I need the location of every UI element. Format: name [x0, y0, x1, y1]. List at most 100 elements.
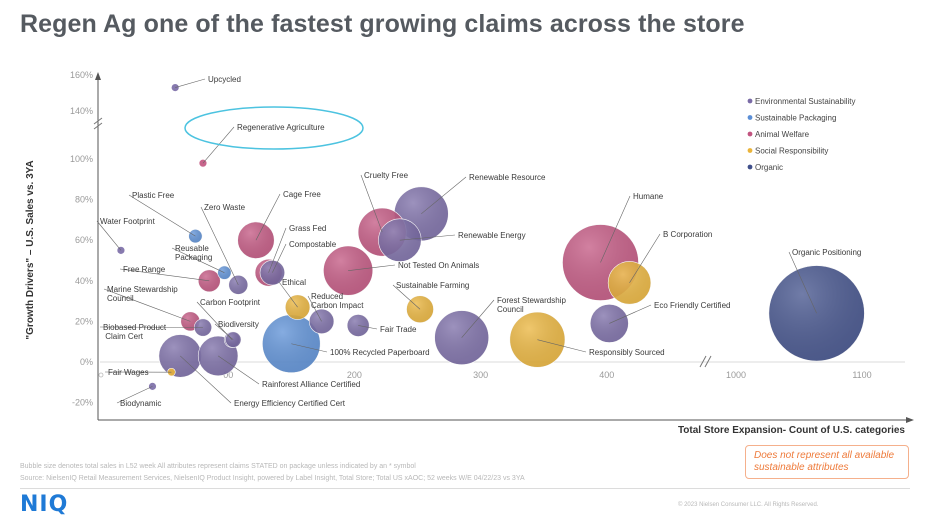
leader-line-renewable-energy	[399, 234, 456, 241]
y-tick-label: 140%	[70, 106, 93, 116]
leader-line-biodynamic	[116, 386, 153, 404]
point-label-plastic-free: Plastic Free	[132, 191, 175, 200]
x-axis-arrow	[906, 417, 914, 423]
leader-line-rainforest-alliance-certified	[217, 355, 260, 385]
y-tick-label: 40%	[75, 276, 93, 286]
y-tick-label: 0%	[80, 357, 93, 367]
point-label-reusable-packaging: Reusable Packaging	[175, 244, 212, 262]
x-tick-label: 1100	[852, 370, 871, 380]
leader-line-upcycled	[175, 78, 206, 88]
point-label-carbon-footprint: Carbon Footprint	[200, 298, 261, 307]
point-label-responsibly-sourced: Responsibly Sourced	[589, 348, 665, 357]
legend-swatch	[747, 148, 753, 153]
footnote-source: Source: NielsenIQ Retail Measurement Ser…	[20, 475, 525, 482]
y-tick-label: 20%	[75, 316, 93, 326]
x-axis-break	[699, 355, 712, 368]
point-label-regenerative-agriculture: Regenerative Agriculture	[237, 123, 325, 132]
origin-tick	[98, 372, 104, 378]
legend-swatch	[747, 131, 753, 137]
x-tick-label: 400	[599, 370, 614, 380]
point-label-organic-positioning: Organic Positioning	[792, 248, 861, 257]
disclaimer-note: Does not represent all available sustain…	[745, 445, 909, 479]
point-label-rainforest-alliance-certified: Rainforest Alliance Certified	[262, 380, 360, 389]
point-label-100-recycled-paperboard: 100% Recycled Paperboard	[330, 348, 430, 357]
x-tick-label: 200	[347, 370, 362, 380]
point-label-energy-efficiency-certified-cert: Energy Efficiency Certified Cert	[234, 399, 346, 408]
y-tick-label: -20%	[72, 398, 93, 408]
point-label-grass-fed: Grass Fed	[289, 224, 326, 233]
leader-line-free-range	[119, 268, 210, 282]
leader-line-forest-stewardship-council	[461, 299, 495, 338]
point-label-not-tested-on-animals: Not Tested On Animals	[398, 261, 479, 270]
y-axis-title: "Growth Drivers" – U.S. Sales vs. 3YA	[25, 160, 36, 339]
point-label-marine-stewardship-council: Marine Stewardship Council	[107, 285, 178, 303]
leader-line-grass-fed	[268, 227, 287, 273]
leader-line-renewable-resource	[421, 176, 467, 215]
leader-line-water-footprint	[96, 220, 122, 251]
leader-line-compostable	[272, 243, 287, 273]
point-label-renewable-resource: Renewable Resource	[469, 173, 546, 182]
point-label-biodiversity: Biodiversity	[218, 320, 259, 329]
bubble-shade	[225, 331, 242, 348]
legend-swatch	[747, 115, 753, 120]
leader-line-eco-friendly-certified	[609, 304, 652, 324]
leader-line-cruelty-free	[360, 174, 383, 233]
point-label-ethical: Ethical	[282, 278, 306, 287]
bubble-shade	[194, 318, 212, 337]
bubble-shade	[509, 312, 565, 368]
leader-line-sustainable-farming	[392, 284, 421, 310]
point-label-eco-friendly-certified: Eco Friendly Certified	[654, 301, 730, 310]
leader-line-reusable-packaging	[171, 247, 225, 273]
leader-line-100-recycled-paperboard	[291, 343, 328, 353]
leader-line-b-corporation	[629, 233, 661, 283]
leader-line-ethical	[278, 281, 298, 308]
point-label-sustainable-farming: Sustainable Farming	[396, 281, 469, 290]
legend-swatch	[747, 98, 753, 104]
point-label-compostable: Compostable	[289, 240, 337, 249]
point-label-humane: Humane	[633, 192, 664, 201]
y-axis-break	[93, 117, 103, 130]
leader-line-reduced-carbon-impact	[307, 295, 322, 322]
footnote-bubble-size: Bubble size denotes total sales in L52 w…	[20, 463, 416, 470]
point-label-biobased-product-claim-cert: Biobased Product Claim Cert	[103, 323, 167, 341]
leader-line-marine-stewardship-council	[103, 288, 191, 322]
leader-line-biodiversity	[214, 323, 234, 340]
y-tick-label: 100%	[70, 154, 93, 164]
leader-line-plastic-free	[128, 194, 196, 237]
y-tick-label: 60%	[75, 235, 93, 245]
x-tick-label: 00	[223, 370, 233, 380]
point-label-biodynamic: Biodynamic	[120, 399, 161, 408]
bubble-shade	[262, 314, 321, 373]
point-label-forest-stewardship-council: Forest Stewardship Council	[497, 296, 566, 314]
y-axis-arrow	[95, 72, 101, 80]
legend-item: Animal Welfare	[755, 130, 810, 139]
highlight-ellipse-regenerative-agriculture	[184, 106, 364, 150]
leader-line-zero-waste	[200, 206, 239, 285]
legend-item: Environmental Sustainability	[755, 97, 856, 106]
point-label-water-footprint: Water Footprint	[100, 217, 156, 226]
point-label-free-range: Free Range	[123, 265, 166, 274]
legend-item: Organic	[755, 163, 783, 172]
leader-line-energy-efficiency-certified-cert	[180, 355, 232, 404]
copyright-text: © 2023 Nielsen Consumer LLC. All Rights …	[678, 502, 819, 508]
chart-title: Regen Ag one of the fastest growing clai…	[20, 10, 745, 38]
leader-line-organic-positioning	[788, 251, 817, 314]
leader-line-responsibly-sourced	[537, 339, 587, 353]
y-tick-label: 160%	[70, 70, 93, 80]
leader-line-humane	[600, 195, 631, 263]
point-label-zero-waste: Zero Waste	[204, 203, 246, 212]
point-label-cruelty-free: Cruelty Free	[364, 171, 409, 180]
niq-logo: NIQ	[20, 492, 69, 517]
x-axis-title: Total Store Expansion- Count of U.S. cat…	[678, 425, 905, 436]
bubble-biodynamic	[148, 382, 157, 391]
leader-line-not-tested-on-animals	[348, 264, 396, 271]
point-label-upcycled: Upcycled	[208, 75, 241, 84]
x-tick-label: 1000	[726, 370, 746, 380]
point-label-cage-free: Cage Free	[283, 190, 321, 199]
leader-line-cage-free	[255, 193, 281, 241]
point-label-b-corporation: B Corporation	[663, 230, 712, 239]
point-label-reduced-carbon-impact: Reduced Carbon Impact	[311, 292, 364, 310]
legend-item: Sustainable Packaging	[755, 114, 836, 123]
footer-divider	[20, 488, 910, 489]
